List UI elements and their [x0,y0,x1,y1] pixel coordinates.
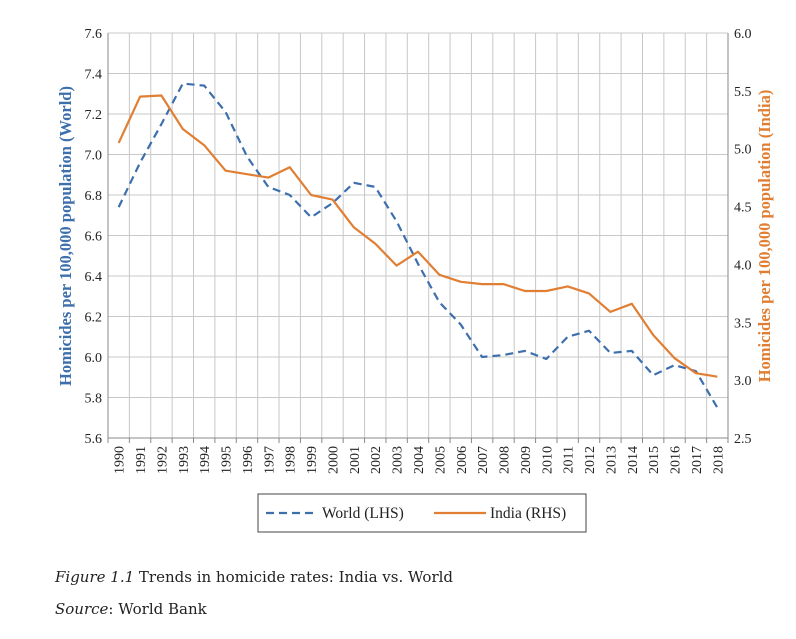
x-tick-label: 2007 [476,446,491,474]
right-axis-label: Homicides per 100,000 population (India) [755,90,774,383]
right-tick-label: 3.0 [734,374,752,389]
right-tick-label: 3.5 [734,316,752,331]
x-tick-label: 1990 [113,446,128,474]
x-tick-label: 2010 [540,446,555,474]
right-tick-label: 4.0 [734,258,752,273]
left-tick-label: 6.0 [85,351,103,366]
x-tick-label: 2006 [455,446,470,474]
figure-title: Trends in homicide rates: India vs. Worl… [134,568,454,586]
x-tick-label: 1998 [284,446,299,474]
x-tick-label: 2012 [583,446,598,474]
left-tick-label: 5.6 [85,432,103,447]
x-tick-label: 2004 [412,446,427,474]
x-tick-label: 2000 [326,446,341,474]
x-tick-label: 2009 [519,446,534,474]
x-tick-label: 2001 [348,446,363,474]
x-tick-label: 2018 [711,446,726,474]
x-tick-label: 1992 [155,446,170,474]
figure-label: Figure 1.1 [55,568,135,586]
left-tick-label: 6.2 [85,311,103,326]
chart-svg: 5.6 5.8 6.0 6.2 6.4 6.6 6.8 7.0 7.2 7.4 7.6 2.5 3.0… [56,27,774,533]
x-tick-label: 2017 [690,446,705,474]
left-axis-ticks: 5.6 5.8 6.0 6.2 6.4 6.6 6.8 7.0 7.2 7.4 7.6 [85,27,103,447]
x-tick-label: 1993 [177,446,192,474]
left-tick-label: 7.6 [85,27,103,42]
x-tick-label: 1996 [241,446,256,474]
india-series-line [117,94,718,378]
source-label: Source [55,600,109,618]
x-tick-label: 1997 [262,446,277,474]
legend-world-label: World (LHS) [322,505,404,522]
left-tick-label: 5.8 [85,392,103,407]
left-tick-label: 6.6 [85,230,103,245]
x-tick-label: 2015 [647,446,662,474]
chart-grid [108,32,728,439]
right-axis-ticks: 2.5 3.0 3.5 4.0 4.5 5.0 5.5 6.0 [734,27,752,447]
left-tick-label: 7.4 [85,68,103,83]
x-tick-label: 1995 [220,446,235,474]
chart-axes [107,32,729,443]
x-tick-label: 2016 [669,446,684,474]
x-axis-ticks: 1990 1991 1992 1993 1994 1995 1996 1997 1998 1999… [113,446,727,474]
left-axis-label: Homicides per 100,000 population (World) [56,86,75,386]
right-tick-label: 2.5 [734,432,752,447]
right-tick-label: 6.0 [734,27,752,42]
source-caption: Source: World Bank [55,600,207,618]
left-tick-label: 7.0 [85,149,103,164]
x-tick-label: 2005 [433,446,448,474]
x-tick-label: 1999 [305,446,320,474]
x-tick-label: 2003 [391,446,406,474]
x-tick-label: 2011 [562,446,577,473]
left-tick-label: 7.2 [85,108,103,123]
x-tick-label: 2002 [369,446,384,474]
right-tick-label: 4.5 [734,201,752,216]
legend-india-label: India (RHS) [490,505,566,522]
left-tick-label: 6.8 [85,189,103,204]
figure-caption: Figure 1.1 Trends in homicide rates: Ind… [55,568,453,586]
right-tick-label: 5.5 [734,85,752,100]
x-tick-label: 2008 [498,446,513,474]
left-tick-label: 6.4 [85,270,103,285]
source-text: : World Bank [108,600,207,618]
x-tick-label: 2014 [626,446,641,474]
legend: World (LHS) India (RHS) [257,493,587,533]
world-series-line [117,82,719,409]
x-tick-label: 1994 [198,446,213,474]
x-tick-label: 1991 [134,446,149,474]
chart-series-layer [117,82,719,409]
right-tick-label: 5.0 [734,143,752,158]
x-tick-label: 2013 [604,446,619,474]
